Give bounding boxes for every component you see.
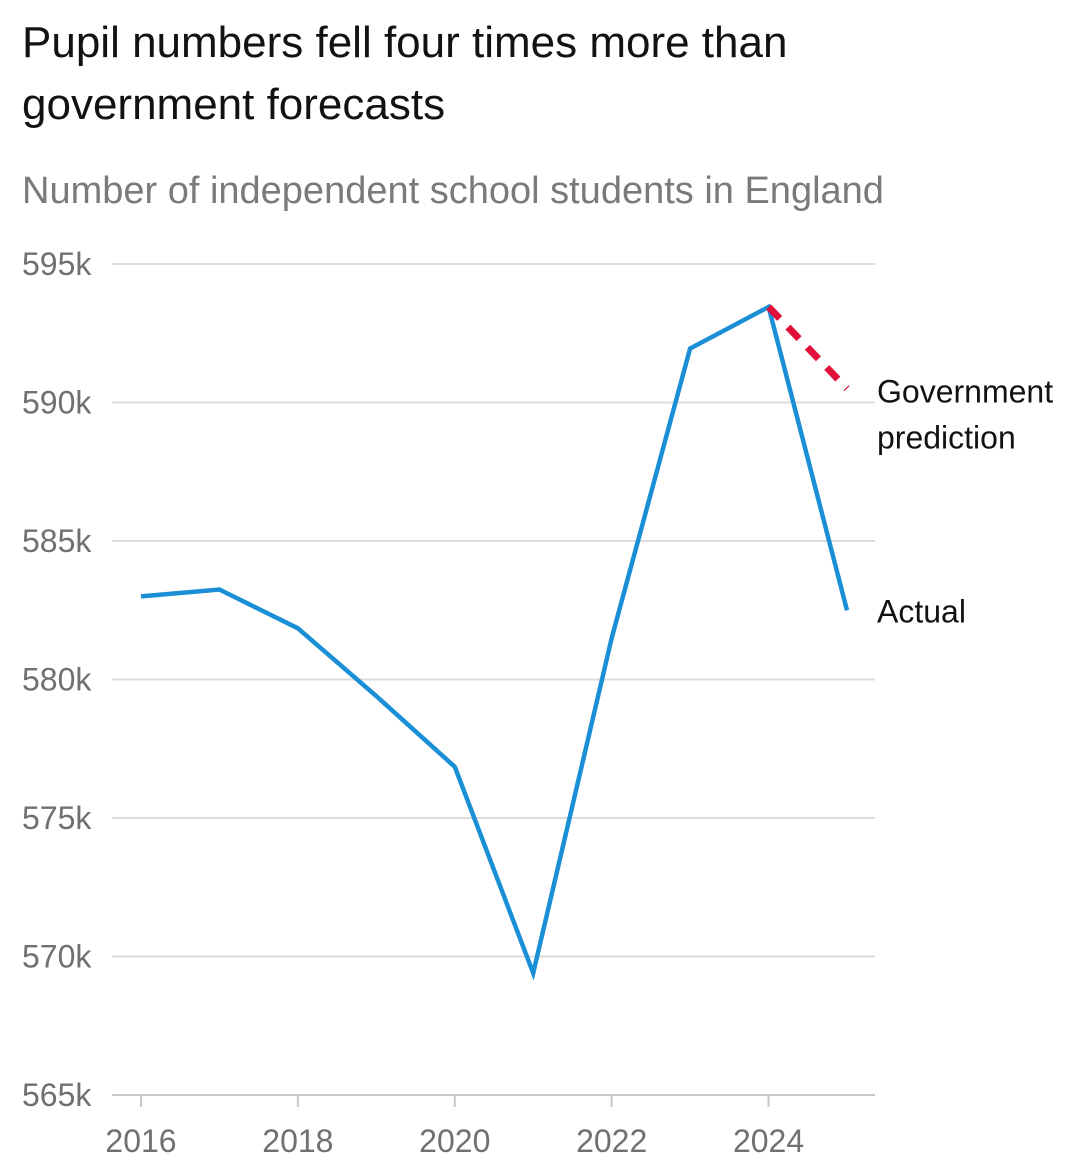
series-labels: Actual Government prediction <box>877 374 1053 630</box>
y-tick-label: 575k <box>22 800 92 836</box>
x-axis <box>140 1095 770 1107</box>
x-tick-label: 2020 <box>419 1123 490 1159</box>
y-axis-tick-labels: 565k 570k 575k 580k 585k 590k 595k <box>22 246 92 1113</box>
y-tick-label: 580k <box>22 662 92 698</box>
grid-lines <box>112 263 875 1096</box>
chart-subtitle: Number of independent school students in… <box>22 170 884 212</box>
y-tick-label: 590k <box>22 385 92 421</box>
x-tick-label: 2016 <box>105 1123 176 1159</box>
y-tick-label: 570k <box>22 939 92 975</box>
government-prediction-line <box>766 304 850 392</box>
actual-label: Actual <box>877 593 966 629</box>
actual-line <box>140 303 850 981</box>
x-tick-label: 2018 <box>262 1123 333 1159</box>
y-tick-label: 565k <box>22 1077 92 1113</box>
government-prediction-label: Government prediction <box>877 374 1053 456</box>
x-axis-tick-labels: 2016 2018 2020 2022 2024 <box>105 1123 804 1159</box>
series-lines <box>140 303 850 981</box>
x-tick-label: 2022 <box>576 1123 647 1159</box>
chart-title: Pupil numbers fell four times more than … <box>22 18 788 129</box>
y-tick-label: 595k <box>22 246 92 282</box>
y-tick-label: 585k <box>22 523 92 559</box>
x-tick-label: 2024 <box>733 1123 804 1159</box>
